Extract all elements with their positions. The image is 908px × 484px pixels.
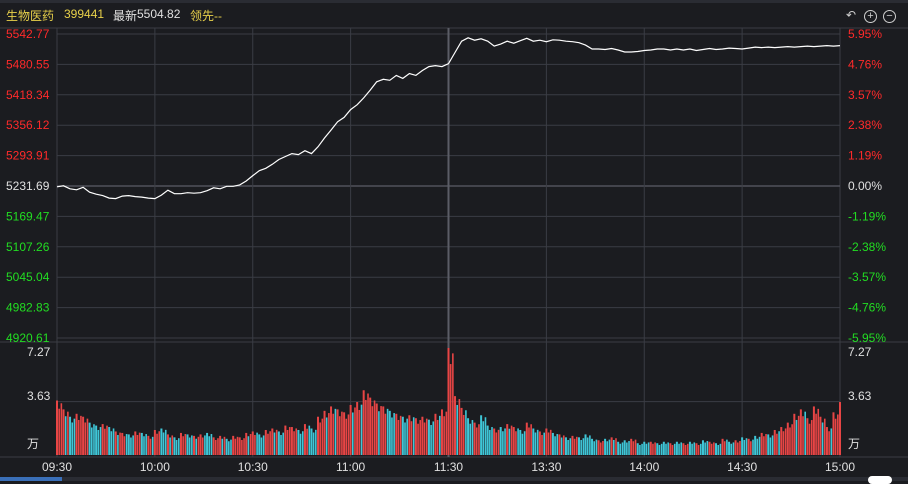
price-tick-label: 4920.61 [6,331,50,345]
price-tick-label: 5418.34 [6,88,50,102]
volume-tick-left: 3.63 [27,389,51,403]
volume-tick-left: 7.27 [27,345,51,359]
time-tick-label: 13:30 [531,460,561,474]
volume-tick-right: 万 [848,437,860,451]
time-tick-label: 11:00 [336,460,365,474]
price-tick-label: 5480.55 [6,57,50,71]
price-tick-label: 5045.04 [6,270,50,284]
zoom-in-icon[interactable]: + [864,10,877,23]
price-tick-label: 5231.69 [6,179,50,193]
percent-tick-label: 3.57% [848,88,882,102]
bottom-scrollbar-track[interactable] [0,477,908,481]
time-tick-label: 11:30 [434,460,463,474]
time-tick-label: 10:30 [238,460,268,474]
time-tick-label: 14:00 [629,460,659,474]
percent-tick-label: 2.38% [848,118,882,132]
percent-tick-label: 4.76% [848,57,882,71]
time-tick-label: 15:00 [825,460,855,474]
index-code: 399441 [64,7,105,21]
chart-header: 生物医药 399441 最新 5504.82 领先-- ↶ + − [0,4,908,24]
percent-tick-label: -5.95% [848,331,886,345]
price-line [56,37,841,200]
percent-tick-label: 1.19% [848,149,882,163]
zoom-out-icon[interactable]: − [883,10,896,23]
price-tick-label: 5356.12 [6,118,50,132]
percent-axis-right: 5.95% 4.76% 3.57% 2.38% 1.19% 0.00% -1.19% -2.3… [848,27,886,345]
top-border [0,0,908,3]
volume-axis: 7.27 7.27 3.63 3.63 万 万 [27,345,872,451]
undo-icon[interactable]: ↶ [845,8,857,22]
latest-label: 最新 [113,9,138,23]
price-tick-label: 5293.91 [6,149,50,163]
percent-tick-label: -3.57% [848,270,886,284]
time-tick-label: 09:30 [42,460,72,474]
bottom-active-tab[interactable] [0,477,62,481]
percent-tick-label: 5.95% [848,27,882,41]
grid-lines [0,27,908,458]
time-axis: 09:30 10:00 10:30 11:00 11:30 13:30 14:00 14:30… [42,460,855,474]
volume-tick-left: 万 [27,437,39,451]
price-axis-left: 5542.77 5480.55 5418.34 5356.12 5293.91 5231.… [6,27,50,345]
index-name: 生物医药 [6,9,55,23]
price-tick-label: 5169.47 [6,209,50,223]
price-tick-label: 4982.83 [6,301,50,315]
percent-tick-label: 0.00% [848,179,882,193]
time-tick-label: 14:30 [727,460,757,474]
volume-bars [56,348,841,455]
time-tick-label: 10:00 [140,460,170,474]
price-tick-label: 5107.26 [6,240,50,254]
percent-tick-label: -4.76% [848,301,886,315]
price-line-group [56,37,841,200]
leading-indicator: 领先-- [190,9,222,23]
volume-tick-right: 7.27 [848,345,872,359]
volume-tick-right: 3.63 [848,389,872,403]
scroll-handle[interactable] [868,476,892,484]
percent-tick-label: -1.19% [848,209,886,223]
latest-value: 5504.82 [137,7,181,21]
percent-tick-label: -2.38% [848,240,886,254]
price-tick-label: 5542.77 [6,27,50,41]
